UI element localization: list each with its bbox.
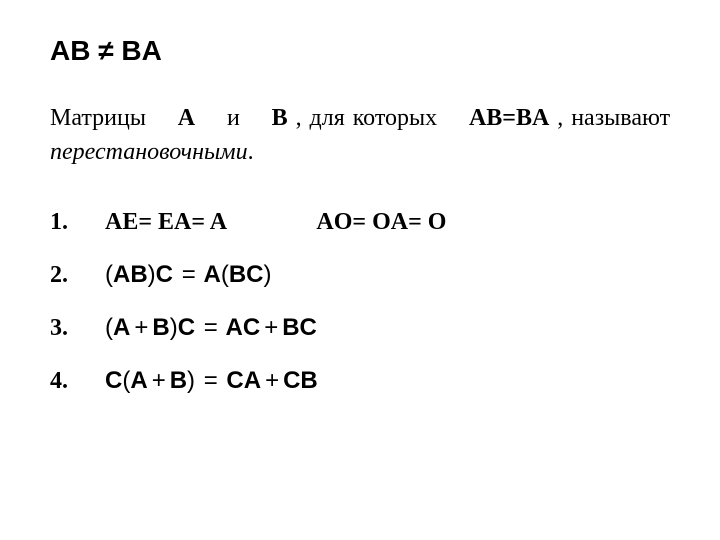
top-lhs: AB [50, 35, 90, 66]
neq-symbol: ≠ [98, 35, 113, 67]
item2-p3: ( [221, 261, 229, 288]
item-3: 3. (A+B)C = AC+BC [50, 314, 670, 342]
item4-p2: ) [187, 367, 195, 394]
definition-paragraph: Матрицы A и B , для которых AB=BA , назы… [50, 102, 670, 169]
item2-eq: = [182, 261, 196, 288]
item3-bc: BC [282, 314, 317, 341]
para-a: A [178, 105, 195, 131]
top-rhs: BA [121, 35, 161, 66]
para-word3: , для которых [296, 105, 438, 131]
item2-a: A [203, 261, 220, 288]
item4-cb: CB [283, 367, 318, 394]
para-period: . [248, 139, 254, 165]
item2-p4: ) [264, 261, 272, 288]
item-4-number: 4. [50, 368, 75, 395]
top-formula: AB ≠ BA [50, 35, 670, 67]
item2-p2: ) [148, 261, 156, 288]
item4-c: C [105, 367, 122, 394]
item2-p1: ( [105, 261, 113, 288]
item2-ab: AB [113, 261, 148, 288]
item4-plus2: + [265, 367, 279, 394]
item1-a: A [210, 209, 226, 235]
item2-bc: BC [229, 261, 264, 288]
item3-p2: ) [170, 314, 178, 341]
item1-o: O [428, 209, 447, 235]
item-4: 4. C(A+B) = CA+CB [50, 367, 670, 395]
para-italic: перестановочными [50, 139, 248, 165]
para-word1: Матрицы [50, 105, 146, 131]
item-3-content: (A+B)C = AC+BC [105, 314, 317, 342]
item-3-number: 3. [50, 315, 75, 342]
item-4-content: C(A+B) = CA+CB [105, 367, 318, 395]
item2-c1: C [156, 261, 173, 288]
item3-a: A [113, 314, 130, 341]
item1-ao: AO= [316, 209, 366, 235]
item3-plus2: + [264, 314, 278, 341]
item1-ae: AE= [105, 209, 152, 235]
para-b: B [272, 105, 288, 131]
para-word4: , называют [557, 105, 670, 131]
item4-plus1: + [152, 367, 166, 394]
item3-plus1: + [134, 314, 148, 341]
item4-eq: = [204, 367, 218, 394]
item3-c: C [178, 314, 195, 341]
item-1: 1. AE= EA= A AO= OA= O [50, 209, 670, 236]
item3-p1: ( [105, 314, 113, 341]
item-2-content: (AB)C = A(BC) [105, 261, 272, 289]
item4-ca: CA [226, 367, 261, 394]
item-1-content: AE= EA= A AO= OA= O [105, 209, 446, 236]
item4-b: B [170, 367, 187, 394]
item-1-number: 1. [50, 209, 75, 236]
para-word2: и [227, 105, 240, 131]
item1-oa: OA= [372, 209, 422, 235]
item-2-number: 2. [50, 262, 75, 289]
item1-ea: EA= [158, 209, 205, 235]
item3-b: B [152, 314, 169, 341]
item-2: 2. (AB)C = A(BC) [50, 261, 670, 289]
item4-a: A [130, 367, 147, 394]
para-eq: AB=BA [469, 105, 549, 131]
item3-eq: = [204, 314, 218, 341]
item3-ac: AC [226, 314, 261, 341]
